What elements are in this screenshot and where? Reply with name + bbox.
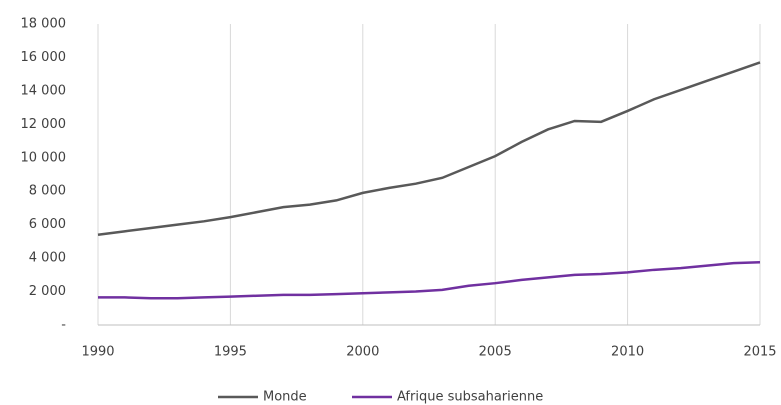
legend-label: Monde xyxy=(263,390,307,405)
y-tick-label: 14 000 xyxy=(21,83,67,98)
y-tick-label: 2 000 xyxy=(29,284,66,299)
x-tick-label: 2000 xyxy=(346,345,379,360)
y-tick-label: 4 000 xyxy=(29,251,66,266)
y-tick-label: 18 000 xyxy=(21,17,67,32)
y-tick-label: 16 000 xyxy=(21,50,67,65)
x-tick-label: 1990 xyxy=(81,345,114,360)
x-tick-label: 2010 xyxy=(611,345,644,360)
y-tick-label: 10 000 xyxy=(21,150,67,165)
x-tick-label: 2005 xyxy=(479,345,512,360)
series-line xyxy=(97,61,761,236)
x-tick-label: 2015 xyxy=(743,345,776,360)
legend-label: Afrique subsaharienne xyxy=(397,390,543,405)
y-tick-label: 8 000 xyxy=(29,184,66,199)
y-tick-label: 6 000 xyxy=(29,217,66,232)
y-tick-label: 12 000 xyxy=(21,117,67,132)
series-line xyxy=(98,261,761,300)
x-tick-label: 1995 xyxy=(214,345,247,360)
y-tick-label: - xyxy=(61,318,66,333)
